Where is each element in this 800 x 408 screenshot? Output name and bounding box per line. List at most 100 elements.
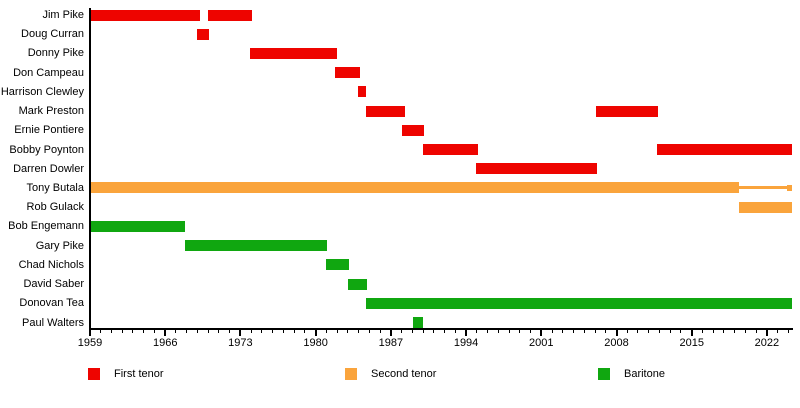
x-axis-minor-tick <box>132 330 134 333</box>
x-axis-minor-tick <box>562 330 564 333</box>
legend-swatch-second-tenor <box>345 368 357 380</box>
x-axis-minor-tick <box>658 330 660 333</box>
x-axis-minor-tick <box>497 330 499 333</box>
x-axis-minor-tick <box>701 330 703 333</box>
row-label-harrison-clewley: Harrison Clewley <box>0 85 84 98</box>
x-axis-year-label: 2015 <box>679 337 704 349</box>
x-axis-minor-tick <box>325 330 327 333</box>
x-axis-minor-tick <box>250 330 252 333</box>
x-axis-year-label: 2022 <box>754 337 780 349</box>
x-axis-year-label: 2001 <box>529 337 554 349</box>
bar-chad-nichols-1 <box>325 259 349 271</box>
x-axis-minor-tick <box>723 330 725 333</box>
row-label-tony-butala: Tony Butala <box>26 181 84 194</box>
legend-label-baritone: Baritone <box>624 368 665 380</box>
x-axis-minor-tick <box>293 330 295 333</box>
row-label-mark-preston: Mark Preston <box>18 105 84 118</box>
row-label-gary-pike: Gary Pike <box>35 239 84 252</box>
x-axis-minor-tick <box>476 330 478 333</box>
x-axis-minor-tick <box>229 330 231 333</box>
x-axis-minor-tick <box>637 330 639 333</box>
legend-label-second-tenor: Second tenor <box>371 368 437 380</box>
x-axis-major-tick <box>239 330 242 336</box>
row-label-darren-dowler: Darren Dowler <box>13 162 84 175</box>
bar-mark-preston-2 <box>595 105 658 117</box>
row-label-rob-gulack: Rob Gulack <box>26 201 84 214</box>
x-axis-year-label: 1966 <box>152 337 178 349</box>
x-axis-minor-tick <box>422 330 424 333</box>
x-axis-minor-tick <box>121 330 123 333</box>
row-label-bob-engemann: Bob Engemann <box>8 220 84 233</box>
x-axis-year-label: 1980 <box>303 337 328 349</box>
row-label-donny-pike: Donny Pike <box>27 47 84 60</box>
x-axis-minor-tick <box>282 330 284 333</box>
bar-bobby-poynton-1 <box>422 144 478 156</box>
x-axis-minor-tick <box>401 330 403 333</box>
x-axis-minor-tick <box>777 330 779 333</box>
bar-mark-preston-1 <box>366 105 405 117</box>
x-axis-minor-tick <box>573 330 575 333</box>
x-axis-minor-tick <box>100 330 102 333</box>
x-axis-minor-tick <box>605 330 607 333</box>
x-axis-minor-tick <box>196 330 198 333</box>
x-axis-year-label: 2008 <box>604 337 629 349</box>
x-axis-major-tick <box>314 330 317 336</box>
x-axis-minor-tick <box>218 330 220 333</box>
bar-bobby-poynton-2 <box>656 144 792 156</box>
x-axis-minor-tick <box>153 330 155 333</box>
bar-jim-pike-2 <box>207 9 252 21</box>
x-axis-major-tick <box>690 330 693 336</box>
x-axis-minor-tick <box>175 330 177 333</box>
row-label-ernie-pontiere: Ernie Pontiere <box>14 124 84 137</box>
bar-line-tony-butala-1 <box>738 186 787 190</box>
bar-harrison-clewley-1 <box>358 86 367 98</box>
x-axis-minor-tick <box>143 330 145 333</box>
x-axis-major-tick <box>164 330 167 336</box>
bar-paul-walters-1 <box>412 317 424 329</box>
x-axis-minor-tick <box>411 330 413 333</box>
x-axis-minor-tick <box>368 330 370 333</box>
x-axis-minor-tick <box>583 330 585 333</box>
row-label-bobby-poynton: Bobby Poynton <box>9 143 84 156</box>
row-label-david-saber: David Saber <box>23 278 84 291</box>
row-label-jim-pike: Jim Pike <box>42 9 84 21</box>
bar-tony-butala-1 <box>90 182 739 194</box>
row-label-don-campeau: Don Campeau <box>13 66 84 79</box>
row-label-donovan-tea: Donovan Tea <box>19 297 84 310</box>
bar-david-saber-1 <box>348 278 367 290</box>
bar-doug-curran-1 <box>197 28 209 40</box>
x-axis-minor-tick <box>261 330 263 333</box>
bar-ernie-pontiere-1 <box>401 124 425 136</box>
x-axis-major-tick <box>765 330 768 336</box>
x-axis-minor-tick <box>530 330 532 333</box>
x-axis-minor-tick <box>755 330 757 333</box>
x-axis-minor-tick <box>207 330 209 333</box>
bar-line-endcap-tony-butala <box>786 184 792 191</box>
x-axis-minor-tick <box>186 330 188 333</box>
x-axis-minor-tick <box>379 330 381 333</box>
x-axis-major-tick <box>389 330 392 336</box>
x-axis-minor-tick <box>304 330 306 333</box>
x-axis-minor-tick <box>744 330 746 333</box>
x-axis-minor-tick <box>734 330 736 333</box>
bar-darren-dowler-1 <box>475 163 598 175</box>
x-axis-year-label: 1994 <box>453 337 479 349</box>
x-axis-major-tick <box>540 330 543 336</box>
x-axis-year-label: 1959 <box>77 337 103 349</box>
x-axis-minor-tick <box>444 330 446 333</box>
x-axis-minor-tick <box>626 330 628 333</box>
x-axis-minor-tick <box>272 330 274 333</box>
x-axis-minor-tick <box>712 330 714 333</box>
x-axis-minor-tick <box>347 330 349 333</box>
x-axis-major-tick <box>465 330 468 336</box>
x-axis-minor-tick <box>110 330 112 333</box>
bar-gary-pike-1 <box>185 240 327 252</box>
bar-donovan-tea-1 <box>366 297 792 309</box>
x-axis-minor-tick <box>594 330 596 333</box>
x-axis-minor-tick <box>648 330 650 333</box>
x-axis-minor-tick <box>680 330 682 333</box>
x-axis-minor-tick <box>551 330 553 333</box>
x-axis-major-tick <box>89 330 91 336</box>
x-axis-year-label: 1987 <box>378 337 404 349</box>
x-axis-minor-tick <box>669 330 671 333</box>
